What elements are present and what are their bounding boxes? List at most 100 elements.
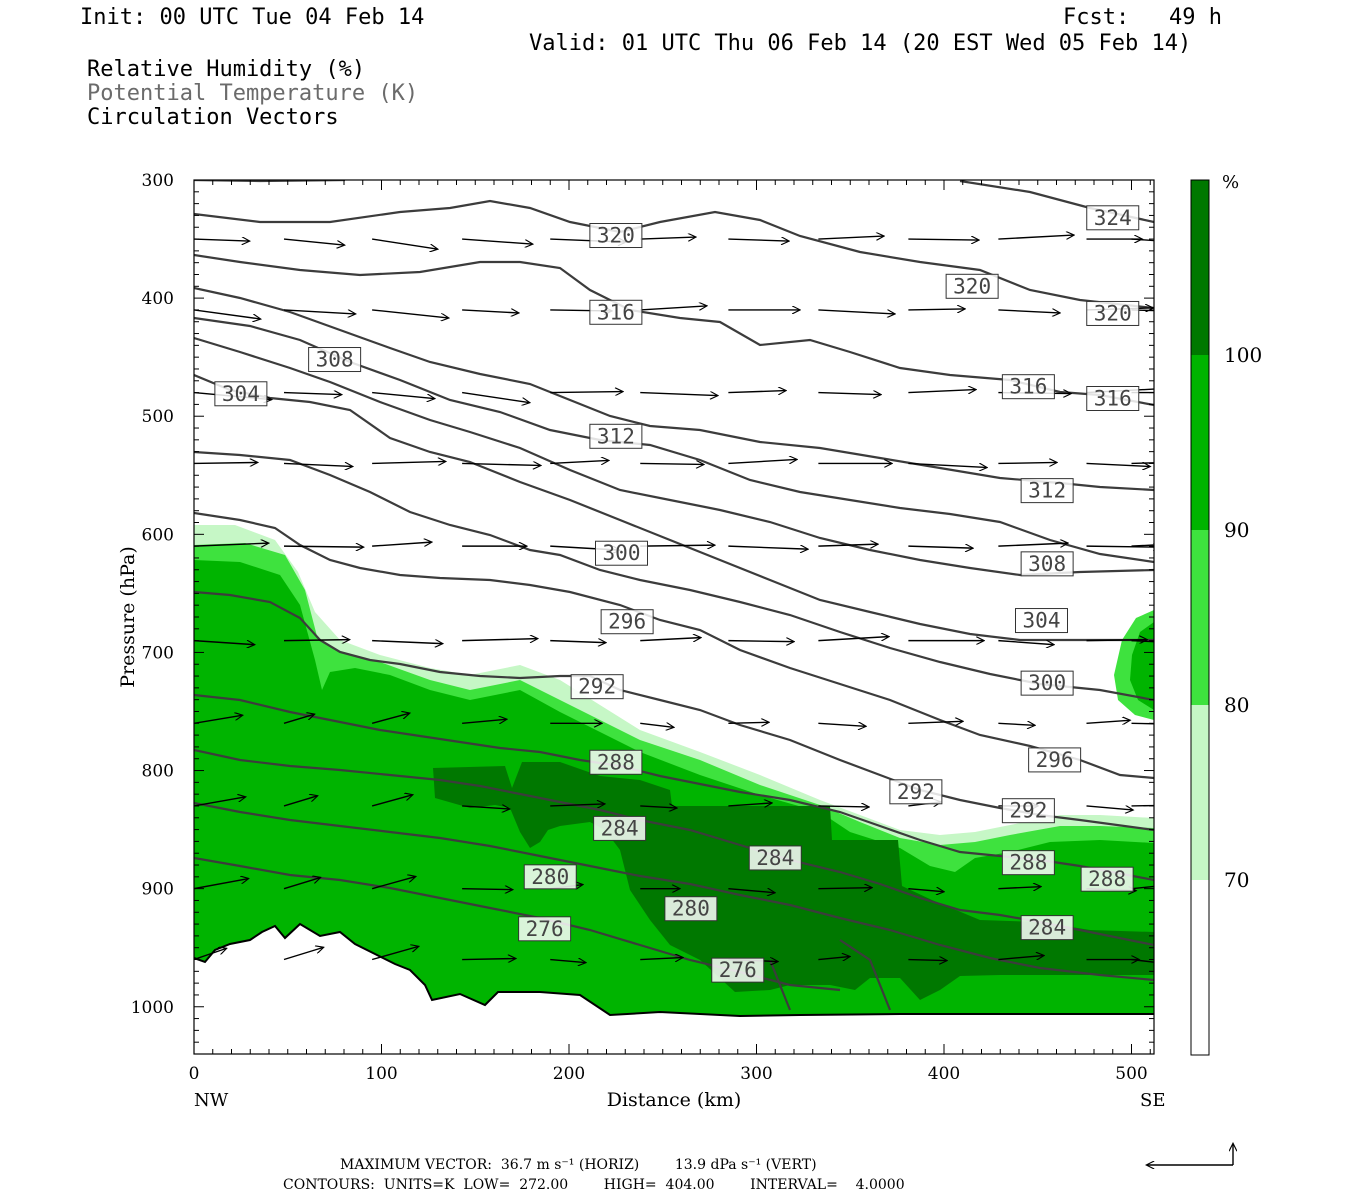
x-tick-label: 400 bbox=[928, 1064, 960, 1084]
wind-vector bbox=[283, 948, 323, 961]
wind-vector bbox=[372, 542, 431, 547]
y-tick-label: 600 bbox=[142, 525, 174, 545]
max-vector-info: MAXIMUM VECTOR: 36.7 m s⁻¹ (HORIZ) 13.9 … bbox=[340, 1157, 817, 1173]
wind-vector bbox=[998, 462, 1056, 463]
wind-vector bbox=[372, 461, 445, 463]
contour-label-box bbox=[1086, 386, 1140, 411]
contour-label-box bbox=[308, 347, 362, 373]
contour-label-box bbox=[593, 815, 647, 841]
colorbar-bin-below-70 bbox=[1191, 880, 1209, 1055]
wind-vector bbox=[818, 309, 894, 314]
contour-label-text: 316 bbox=[1009, 375, 1047, 399]
colorbar-bin-80-90 bbox=[1191, 530, 1209, 705]
colorbar-bin-above-100 bbox=[1191, 180, 1209, 355]
x-tick-label: 0 bbox=[189, 1064, 200, 1084]
y-tick-label: 900 bbox=[142, 880, 174, 900]
wind-vector bbox=[640, 806, 676, 808]
wind-vector bbox=[283, 238, 344, 245]
wind-vector bbox=[728, 641, 793, 642]
wind-vector bbox=[640, 393, 717, 396]
contour-label-box bbox=[518, 916, 572, 942]
contour-label-text: 284 bbox=[601, 816, 639, 840]
axis-ticks bbox=[193, 179, 1154, 1054]
wind-vector bbox=[372, 309, 448, 318]
y-tick-label: 800 bbox=[142, 762, 174, 782]
contour-label-box bbox=[589, 423, 643, 449]
wind-vector bbox=[818, 957, 849, 960]
wind-vector bbox=[640, 237, 695, 239]
wind-vector bbox=[998, 235, 1073, 240]
contour-label-box bbox=[1086, 205, 1140, 231]
y-tick-label: 500 bbox=[142, 407, 174, 427]
field-vectors-label: Circulation Vectors bbox=[87, 105, 339, 130]
wind-vector bbox=[908, 462, 986, 467]
wind-vector bbox=[728, 239, 788, 241]
y-tick-label: 700 bbox=[142, 643, 174, 663]
wind-vector bbox=[908, 889, 943, 892]
y-axis-label: Pressure (hPa) bbox=[117, 546, 139, 688]
wind-vector bbox=[998, 639, 1053, 645]
wind-vector bbox=[728, 803, 771, 806]
contour-label-box bbox=[1086, 300, 1140, 326]
wind-vector bbox=[818, 544, 877, 546]
terrain-mask bbox=[194, 924, 1154, 1054]
wind-vector bbox=[998, 956, 1043, 960]
contour-label-text: 324 bbox=[1094, 206, 1132, 230]
contour-label-text: 296 bbox=[608, 610, 646, 634]
contour-label-text: 308 bbox=[1028, 552, 1066, 576]
theta-contour-labels: 324 320 320 320 316 316 316 308 304 312 312 300 308 2… bbox=[214, 205, 1140, 983]
wind-vector bbox=[462, 639, 537, 641]
wind-vector bbox=[1086, 546, 1154, 547]
wind-vector bbox=[908, 721, 962, 723]
contour-label-box bbox=[748, 845, 802, 871]
x-end-label-right: SE bbox=[1140, 1090, 1165, 1111]
theta-304-contour bbox=[194, 373, 1154, 642]
contour-label-box bbox=[1015, 608, 1068, 634]
wind-vector bbox=[194, 543, 268, 546]
wind-vector bbox=[818, 236, 883, 239]
wind-vector bbox=[462, 719, 506, 723]
contour-label-box bbox=[1028, 747, 1082, 773]
wind-vector bbox=[194, 797, 245, 807]
wind-vector bbox=[462, 238, 532, 244]
theta-276-contour-east bbox=[839, 939, 892, 1011]
wind-vector bbox=[818, 888, 871, 889]
wind-vector bbox=[371, 947, 418, 961]
theta-308-contour bbox=[194, 336, 1154, 577]
x-end-label-left: NW bbox=[194, 1090, 229, 1111]
wind-vector bbox=[998, 887, 1040, 889]
contour-label-text: 296 bbox=[1036, 748, 1074, 772]
wind-vector bbox=[372, 641, 442, 644]
wind-vector bbox=[640, 958, 682, 960]
wind-vector bbox=[1131, 639, 1154, 643]
field-theta-label: Potential Temperature (K) bbox=[87, 81, 419, 106]
wind-vector bbox=[1131, 238, 1154, 242]
contour-label-text: 312 bbox=[597, 424, 635, 448]
wind-vector bbox=[1086, 720, 1130, 723]
wind-vector bbox=[818, 637, 888, 642]
wind-vector bbox=[1131, 885, 1154, 890]
contour-label-box bbox=[589, 299, 643, 325]
contour-label-box bbox=[1001, 374, 1055, 400]
x-tick-label: 200 bbox=[553, 1064, 585, 1084]
contour-label-text: 288 bbox=[1088, 867, 1126, 891]
wind-vector bbox=[908, 960, 946, 961]
contour-label-text: 280 bbox=[531, 865, 569, 889]
x-tick-label: 500 bbox=[1115, 1064, 1147, 1084]
wind-vector bbox=[1086, 640, 1147, 641]
wind-vector bbox=[194, 309, 260, 319]
wind-vector bbox=[462, 391, 529, 403]
wind-vector bbox=[908, 546, 972, 548]
contour-label-text: 292 bbox=[578, 675, 616, 699]
terrain-line bbox=[194, 922, 1154, 1018]
wind-vector bbox=[908, 309, 964, 310]
humidity-shading bbox=[194, 525, 1154, 1054]
valid-time: Valid: 01 UTC Thu 06 Feb 14 (20 EST Wed … bbox=[529, 31, 1192, 56]
wind-vector bbox=[194, 879, 248, 890]
contour-label-text: 320 bbox=[1094, 301, 1132, 325]
contour-label-text: 276 bbox=[719, 958, 757, 982]
wind-vector bbox=[728, 391, 785, 393]
reference-vector bbox=[1147, 1144, 1233, 1165]
contour-label-text: 304 bbox=[1023, 609, 1061, 633]
wind-vector bbox=[462, 310, 518, 313]
